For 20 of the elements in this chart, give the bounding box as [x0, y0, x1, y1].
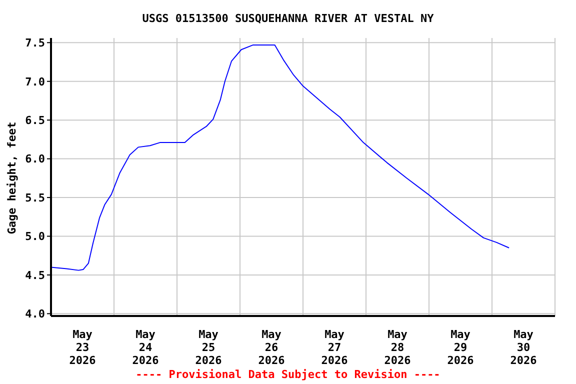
x-tick-label: May 26 2026 [258, 328, 286, 367]
x-tick-label: May 24 2026 [132, 328, 160, 367]
y-tick-label: 5.0 [25, 230, 45, 244]
y-tick-label: 5.5 [25, 191, 45, 204]
y-tick-label: 6.5 [25, 114, 45, 127]
chart-title: USGS 01513500 SUSQUEHANNA RIVER AT VESTAL NY [141, 12, 435, 25]
x-tick-label: May 28 2026 [384, 328, 412, 367]
y-tick-label: 6.0 [25, 152, 45, 166]
y-axis-title: Gage height, feet [6, 122, 18, 234]
x-tick-label: May 30 2026 [510, 328, 538, 367]
x-tick-label: May 29 2026 [447, 328, 474, 367]
text: ---- Provisional Data Subject to Revision ---- [134, 368, 442, 381]
line-series [51, 44, 510, 271]
y-tick-label: 4.0 [25, 308, 45, 321]
x-tick-label: May 25 2026 [195, 328, 222, 367]
x-tick-label: May 27 2026 [321, 328, 348, 367]
y-tick-label: 7.0 [25, 75, 45, 88]
x-tick-label: May 23 2026 [69, 328, 96, 367]
y-tick-label: 4.5 [25, 268, 45, 282]
y-tick-label: 7.5 [25, 36, 45, 50]
